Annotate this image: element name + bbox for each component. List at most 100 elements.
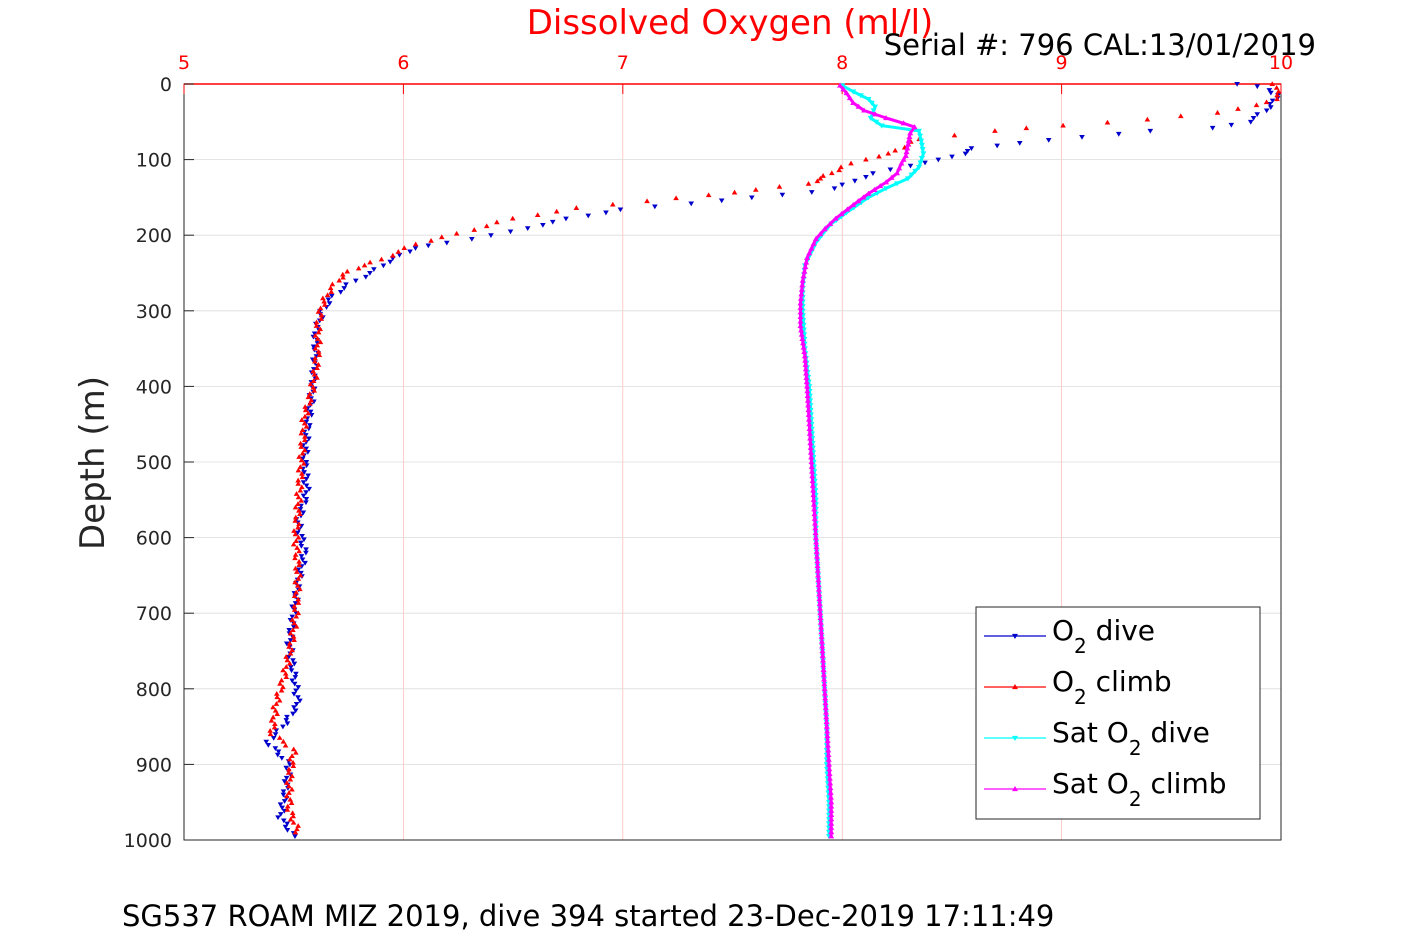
data-point bbox=[297, 507, 304, 512]
data-point bbox=[863, 156, 869, 162]
x-tick-label: 5 bbox=[178, 52, 190, 74]
data-point bbox=[919, 147, 926, 153]
data-point bbox=[1268, 105, 1274, 110]
data-point bbox=[293, 538, 299, 543]
legend-item: Sat O2 dive bbox=[984, 716, 1210, 760]
data-point bbox=[753, 187, 759, 192]
data-point bbox=[861, 107, 868, 113]
data-point bbox=[798, 286, 805, 292]
data-point bbox=[850, 99, 857, 105]
data-point bbox=[652, 204, 658, 210]
data-point bbox=[815, 572, 822, 578]
data-point bbox=[299, 450, 306, 456]
data-point bbox=[280, 738, 287, 744]
data-point bbox=[898, 160, 905, 166]
data-point bbox=[776, 184, 783, 189]
data-point bbox=[799, 277, 806, 283]
data-point bbox=[915, 165, 922, 171]
data-point bbox=[325, 297, 332, 303]
data-point bbox=[818, 624, 825, 630]
data-point bbox=[806, 250, 813, 256]
data-point bbox=[818, 629, 825, 635]
data-point bbox=[284, 721, 291, 727]
data-point bbox=[1023, 125, 1030, 131]
data-point bbox=[863, 175, 869, 180]
data-point bbox=[270, 704, 276, 710]
data-point bbox=[828, 811, 835, 818]
data-point bbox=[301, 437, 308, 443]
data-point bbox=[823, 714, 830, 720]
data-point bbox=[1274, 92, 1281, 98]
legend-marker bbox=[1012, 786, 1018, 792]
data-point bbox=[805, 402, 812, 408]
data-point bbox=[290, 541, 297, 547]
data-point bbox=[826, 761, 833, 767]
y-tick-label: 800 bbox=[136, 679, 172, 701]
data-point bbox=[289, 786, 295, 792]
data-point bbox=[870, 108, 877, 114]
data-point bbox=[303, 547, 309, 553]
data-point bbox=[277, 680, 283, 686]
data-point bbox=[814, 567, 821, 573]
data-point bbox=[803, 370, 810, 376]
data-point bbox=[302, 407, 309, 413]
data-point bbox=[905, 141, 912, 147]
data-point bbox=[310, 344, 317, 350]
data-point bbox=[798, 327, 805, 333]
data-point bbox=[808, 459, 815, 465]
data-point bbox=[284, 803, 291, 809]
data-point bbox=[801, 348, 808, 354]
data-point bbox=[291, 620, 298, 626]
data-point bbox=[808, 190, 815, 195]
data-point bbox=[295, 524, 301, 530]
data-point bbox=[293, 613, 300, 619]
data-point bbox=[828, 799, 835, 805]
data-point bbox=[283, 780, 290, 785]
data-point bbox=[362, 274, 369, 280]
data-point bbox=[302, 434, 308, 439]
data-point bbox=[805, 180, 812, 186]
data-point bbox=[295, 600, 302, 605]
data-point bbox=[293, 701, 300, 707]
data-point bbox=[289, 753, 295, 758]
data-point bbox=[292, 555, 298, 561]
data-point bbox=[291, 681, 298, 687]
data-point bbox=[277, 812, 284, 817]
data-point bbox=[896, 165, 903, 171]
data-point bbox=[1234, 82, 1240, 87]
data-point bbox=[1209, 125, 1216, 131]
data-point bbox=[299, 470, 305, 476]
data-point bbox=[819, 643, 826, 649]
data-point bbox=[296, 507, 302, 513]
data-point bbox=[292, 834, 298, 840]
data-point bbox=[855, 198, 862, 204]
data-point bbox=[425, 243, 432, 249]
data-point bbox=[534, 212, 541, 217]
data-point bbox=[278, 687, 285, 693]
data-point bbox=[828, 803, 835, 809]
data-point bbox=[287, 638, 294, 643]
data-point bbox=[917, 133, 924, 139]
x-axis-ticks: 5 6 7 8 9 10 bbox=[178, 52, 1293, 94]
data-point bbox=[343, 282, 349, 288]
data-point bbox=[804, 388, 811, 394]
data-point bbox=[872, 104, 879, 110]
data-point bbox=[289, 810, 296, 815]
data-point bbox=[310, 384, 317, 390]
data-point bbox=[312, 332, 319, 338]
data-point bbox=[809, 477, 816, 483]
data-point bbox=[883, 115, 890, 121]
data-point bbox=[1273, 84, 1280, 90]
data-point bbox=[469, 237, 475, 242]
data-point bbox=[949, 154, 955, 160]
data-point bbox=[302, 404, 308, 409]
data-point bbox=[814, 562, 821, 569]
data-point bbox=[291, 661, 298, 667]
data-point bbox=[387, 259, 393, 265]
data-point bbox=[1147, 128, 1154, 134]
data-point bbox=[815, 581, 822, 587]
data-point bbox=[283, 664, 290, 669]
data-point bbox=[292, 675, 299, 680]
data-point bbox=[905, 176, 912, 182]
